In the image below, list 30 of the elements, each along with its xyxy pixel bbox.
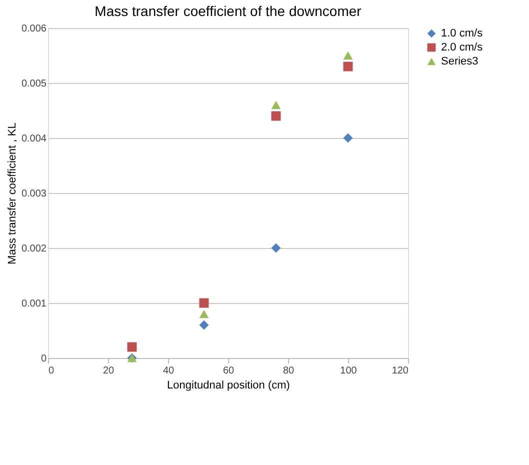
x-tick-label: 0 — [48, 366, 54, 376]
point — [199, 320, 209, 330]
y-tick-label: 0.004 — [21, 134, 47, 144]
legend-label: 1.0 cm/s — [441, 28, 484, 40]
y-axis-title: Mass transfer coefficient , KL — [6, 122, 18, 264]
y-tick-label: 0.002 — [21, 244, 47, 254]
legend-label: Series3 — [441, 56, 478, 68]
point — [199, 298, 209, 308]
point — [343, 133, 353, 143]
point — [271, 111, 281, 121]
y-tick-label: 0.006 — [21, 24, 47, 34]
point — [199, 310, 209, 318]
x-tick-label: 100 — [340, 366, 358, 376]
x-axis-title: Longitudnal position (cm) — [167, 380, 290, 392]
point — [127, 342, 137, 352]
point — [343, 62, 353, 72]
x-tick-label: 120 — [392, 366, 409, 376]
y-tick-label: 0 — [40, 354, 47, 364]
x-tick-label: 60 — [222, 366, 234, 376]
chart-title: Mass transfer coefficient of the downcomer — [94, 3, 362, 19]
point — [343, 51, 353, 60]
x-tick-label: 80 — [282, 366, 294, 376]
point — [271, 100, 281, 110]
x-tick-label: 40 — [162, 366, 174, 376]
point — [271, 243, 281, 253]
y-tick-label: 0.005 — [21, 78, 47, 90]
legend-label: 2.0 cm/s — [441, 42, 484, 54]
y-tick-label: 0.001 — [21, 298, 47, 310]
y-tick-label: 0.003 — [21, 188, 47, 200]
x-tick-label: 20 — [102, 366, 114, 376]
